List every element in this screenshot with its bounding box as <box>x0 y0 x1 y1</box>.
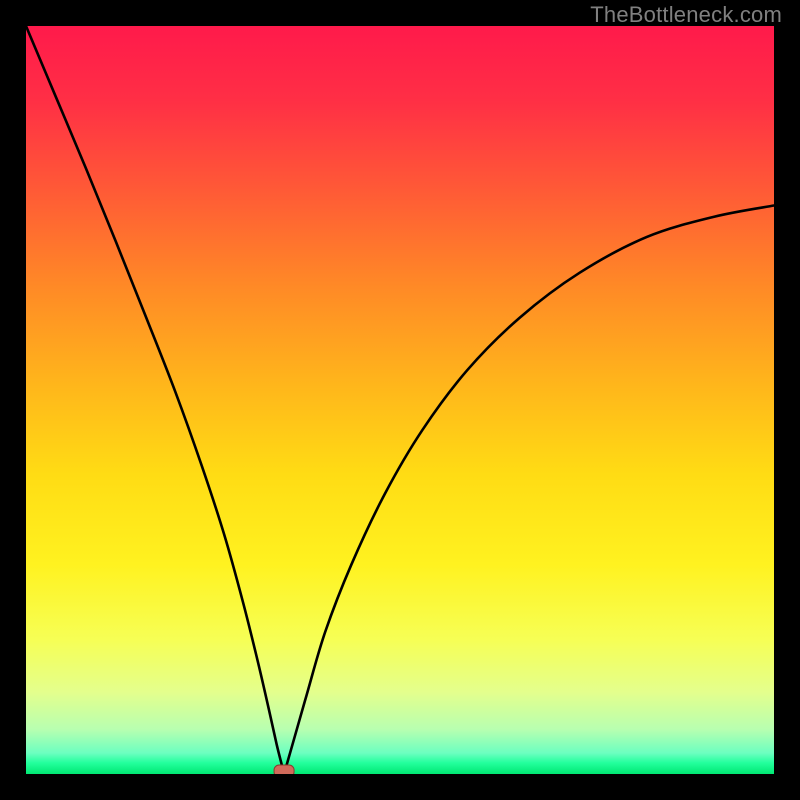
plot-background <box>26 26 774 774</box>
watermark-text: TheBottleneck.com <box>590 2 782 28</box>
frame-left <box>0 0 26 800</box>
frame-bottom <box>0 774 800 800</box>
frame-right <box>774 0 800 800</box>
